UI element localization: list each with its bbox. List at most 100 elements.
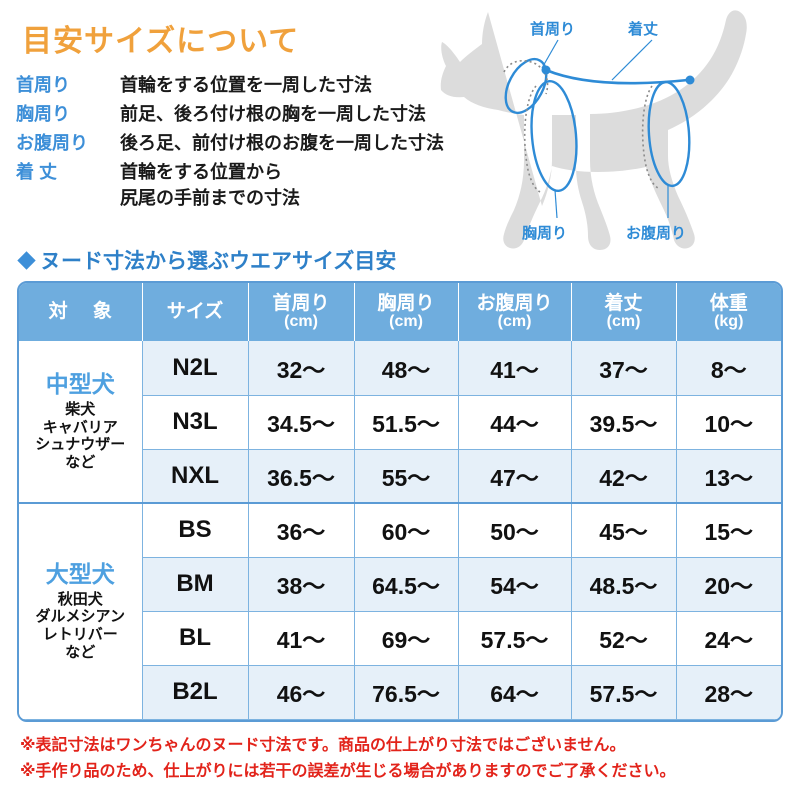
- legend-desc-length-line2: 尻尾の手前までの寸法: [120, 188, 300, 208]
- size-table-head: 対 象 サイズ 首周り (cm) 胸周り (cm) お腹周り: [19, 283, 781, 341]
- cell-weight: 20〜: [676, 557, 781, 612]
- cell-length: 39.5〜: [571, 395, 677, 450]
- cell-length: 57.5〜: [571, 665, 677, 720]
- dog-body-shape: [440, 8, 728, 240]
- cell-weight: 24〜: [676, 611, 781, 666]
- col-header-neck: 首周り (cm): [248, 283, 355, 341]
- col-header-length-unit: (cm): [606, 312, 641, 330]
- category-cell-medium: 中型犬 柴犬 キャバリア シュナウザー など: [19, 341, 143, 504]
- col-header-size: サイズ: [142, 283, 249, 341]
- neck-measure-ellipse: [504, 57, 548, 115]
- cell-belly: 44〜: [458, 395, 572, 450]
- col-header-weight: 体重 (kg): [676, 283, 781, 341]
- cell-neck: 41〜: [248, 611, 355, 666]
- category-cell-large: 大型犬 秋田犬 ダルメシアン レトリバー など: [19, 502, 143, 720]
- legend-term-length: 着 丈: [16, 162, 58, 182]
- legend-term-belly: お腹周り: [16, 133, 88, 153]
- cell-size: BS: [142, 502, 249, 558]
- chest-measure-dotted: [523, 85, 541, 193]
- col-header-length-label: 着丈: [604, 292, 643, 314]
- cell-length: 37〜: [571, 341, 677, 396]
- cell-size: BM: [142, 557, 249, 612]
- table-row: NXL 36.5〜 55〜 47〜 42〜 13〜: [19, 449, 781, 504]
- note-line-1: ※表記寸法はワンちゃんのヌード寸法です。商品の仕上がり寸法ではございません。: [20, 737, 626, 754]
- col-header-chest: 胸周り (cm): [354, 283, 459, 341]
- cell-neck: 34.5〜: [248, 395, 355, 450]
- col-header-length: 着丈 (cm): [571, 283, 677, 341]
- category-breed-4: など: [65, 643, 96, 661]
- cell-weight: 8〜: [676, 341, 781, 396]
- diagram-label-chest: 胸周り: [522, 225, 568, 242]
- table-row: 中型犬 柴犬 キャバリア シュナウザー など N2L 32〜 48〜 41〜 3…: [19, 341, 781, 504]
- neck-leader-line: [541, 39, 559, 69]
- cell-neck: 36〜: [248, 502, 355, 558]
- cell-chest: 48〜: [354, 341, 459, 396]
- length-leader-line: [611, 39, 653, 81]
- cell-chest: 51.5〜: [354, 395, 459, 450]
- col-header-target: 対 象: [19, 283, 143, 341]
- legend-desc-neck: 首輪をする位置を一周した寸法: [120, 75, 372, 95]
- belly-measure-dotted: [641, 85, 659, 189]
- cell-belly: 64〜: [458, 665, 572, 720]
- table-row: N3L 34.5〜 51.5〜 44〜 39.5〜 10〜: [19, 395, 781, 450]
- category-title-medium: 中型犬: [45, 371, 115, 398]
- table-row: B2L 46〜 76.5〜 64〜 57.5〜 28〜: [19, 665, 781, 720]
- col-header-neck-unit: (cm): [284, 312, 318, 330]
- dog-diagram-svg: [440, 8, 747, 250]
- category-breed-1: 秋田犬: [57, 590, 103, 608]
- legend-term-neck: 首周り: [16, 75, 70, 95]
- cell-weight: 10〜: [676, 395, 781, 450]
- category-breed-3: シュナウザー: [35, 436, 126, 454]
- table-row: BM 38〜 64.5〜 54〜 48.5〜 20〜: [19, 557, 781, 612]
- cell-neck: 32〜: [248, 341, 355, 396]
- table-header-row: 対 象 サイズ 首周り (cm) 胸周り (cm) お腹周り: [19, 283, 781, 341]
- diagram-label-neck: 首周り: [530, 21, 576, 38]
- legend-item-chest: 胸周り 前足、後ろ付け根の胸を一周した寸法: [16, 101, 486, 127]
- cell-size: N2L: [142, 341, 249, 396]
- col-header-chest-label: 胸周り: [377, 292, 435, 314]
- cell-chest: 69〜: [354, 611, 459, 666]
- cell-weight: 28〜: [676, 665, 781, 720]
- legend-desc-belly: 後ろ足、前付け根のお腹を一周した寸法: [120, 133, 444, 153]
- category-breed-2: キャバリア: [42, 418, 118, 436]
- cell-size: NXL: [142, 449, 249, 504]
- col-header-target-label: 対 象: [48, 301, 122, 323]
- cell-length: 42〜: [571, 449, 677, 504]
- legend-desc-chest: 前足、後ろ付け根の胸を一周した寸法: [120, 104, 426, 124]
- cell-belly: 50〜: [458, 502, 572, 558]
- size-table-body: 中型犬 柴犬 キャバリア シュナウザー など N2L 32〜 48〜 41〜 3…: [19, 341, 781, 720]
- cell-neck: 46〜: [248, 665, 355, 720]
- legend-item-neck: 首周り 首輪をする位置を一周した寸法: [16, 72, 486, 98]
- cell-weight: 13〜: [676, 449, 781, 504]
- dog-measurement-diagram: 首周り 着丈 胸周り お腹周り: [440, 0, 800, 252]
- section-heading: ヌード寸法から選ぶウエアサイズ目安: [17, 245, 397, 275]
- section-heading-label: ヌード寸法から選ぶウエアサイズ目安: [40, 250, 397, 273]
- cell-chest: 55〜: [354, 449, 459, 504]
- neck-measure-dotted: [503, 59, 549, 95]
- length-end-dot: [685, 75, 695, 85]
- col-header-belly-unit: (cm): [497, 312, 532, 330]
- legend-term-chest: 胸周り: [16, 104, 70, 124]
- diagram-label-length: 着丈: [628, 21, 659, 38]
- dog-silhouette-icon: [440, 10, 747, 250]
- col-header-neck-label: 首周り: [272, 292, 330, 314]
- cell-length: 45〜: [571, 502, 677, 558]
- cell-belly: 47〜: [458, 449, 572, 504]
- chest-leader-line: [554, 189, 558, 219]
- cell-chest: 76.5〜: [354, 665, 459, 720]
- category-breed-4: など: [65, 453, 96, 471]
- diagram-label-belly: お腹周り: [626, 225, 687, 242]
- length-start-dot: [541, 65, 551, 75]
- col-header-weight-unit: (kg): [714, 312, 744, 330]
- category-breed-2: ダルメシアン: [35, 608, 125, 626]
- cell-size: B2L: [142, 665, 249, 720]
- cell-length: 48.5〜: [571, 557, 677, 612]
- chest-measure-ellipse: [530, 79, 578, 193]
- category-breed-1: 柴犬: [65, 400, 96, 418]
- measurement-legend: 首周り 首輪をする位置を一周した寸法 胸周り 前足、後ろ付け根の胸を一周した寸法…: [16, 72, 486, 214]
- size-table: 対 象 サイズ 首周り (cm) 胸周り (cm) お腹周り: [19, 283, 781, 720]
- page-title: 目安サイズについて: [22, 25, 300, 58]
- cell-neck: 36.5〜: [248, 449, 355, 504]
- category-breed-3: レトリバー: [42, 626, 118, 644]
